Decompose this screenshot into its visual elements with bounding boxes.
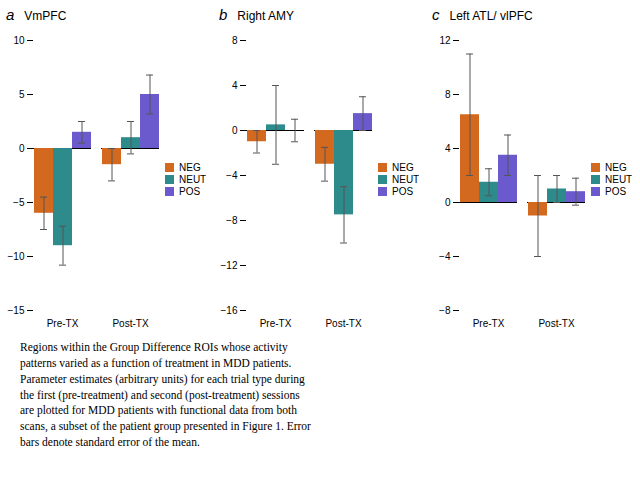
html-text:POS: POS — [392, 185, 414, 197]
html-text:NEG: NEG — [605, 161, 627, 173]
svg-text:0: 0 — [19, 143, 25, 154]
html-text:Left ATL/ vlPFC: Left ATL/ vlPFC — [449, 9, 533, 23]
svg-text:−8: −8 — [226, 215, 238, 226]
svg-text:−16: −16 — [221, 305, 238, 316]
html-text:NEUT: NEUT — [179, 173, 207, 185]
svg-text:4: 4 — [445, 143, 451, 154]
html-text:c: c — [432, 6, 440, 23]
html-text:b: b — [219, 6, 228, 23]
html-text:NEG: NEG — [392, 161, 414, 173]
svg-text:Pre-TX: Pre-TX — [473, 318, 505, 329]
svg-text:8: 8 — [445, 89, 451, 100]
html-text:NEUT: NEUT — [392, 173, 420, 185]
svg-text:8: 8 — [232, 35, 238, 46]
html-text:NEUT: NEUT — [605, 173, 633, 185]
html-text:POS: POS — [605, 185, 627, 197]
svg-text:−4: −4 — [439, 251, 451, 262]
html-text:a: a — [6, 6, 15, 23]
html-text:VmPFC: VmPFC — [24, 9, 67, 23]
svg-text:10: 10 — [13, 35, 25, 46]
svg-text:4: 4 — [232, 80, 238, 91]
html-text:POS: POS — [179, 185, 201, 197]
svg-text:−10: −10 — [8, 251, 25, 262]
svg-text:Post-TX: Post-TX — [538, 318, 574, 329]
svg-text:−15: −15 — [8, 305, 25, 316]
svg-text:Post-TX: Post-TX — [325, 318, 361, 329]
svg-text:12: 12 — [439, 35, 451, 46]
html-text:Right AMY: Right AMY — [237, 9, 294, 23]
svg-text:0: 0 — [232, 125, 238, 136]
svg-text:−12: −12 — [221, 260, 238, 271]
html-text:NEG: NEG — [179, 161, 201, 173]
svg-text:−4: −4 — [226, 170, 238, 181]
svg-text:Pre-TX: Pre-TX — [260, 318, 292, 329]
svg-text:5: 5 — [19, 89, 25, 100]
svg-text:0: 0 — [445, 197, 451, 208]
svg-text:−8: −8 — [439, 305, 451, 316]
svg-text:Pre-TX: Pre-TX — [47, 318, 79, 329]
svg-text:Post-TX: Post-TX — [112, 318, 148, 329]
html-text:Regions within the Group Diffe: Regions within the Group Difference ROIs… — [20, 341, 311, 449]
svg-text:−5: −5 — [13, 197, 25, 208]
